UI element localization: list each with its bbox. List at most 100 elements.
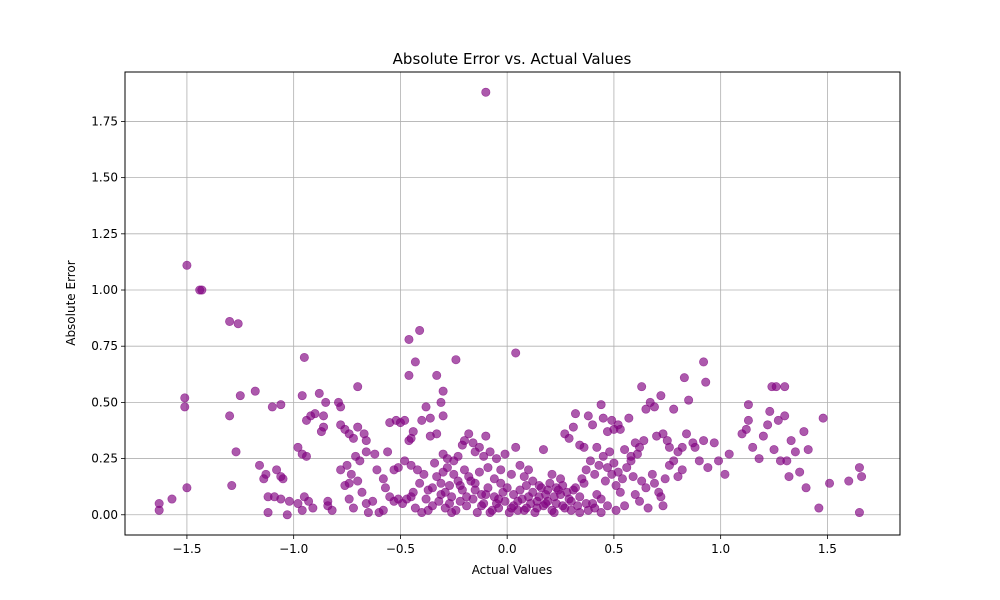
data-point (677, 442, 687, 452)
data-point (641, 483, 651, 493)
data-point (299, 352, 309, 362)
data-point (489, 474, 499, 484)
data-point (566, 505, 576, 515)
data-point (319, 411, 329, 421)
data-point (515, 485, 525, 495)
data-point (596, 508, 606, 518)
data-point (308, 503, 318, 513)
data-point (353, 476, 363, 486)
data-point (575, 508, 585, 518)
data-point (278, 474, 288, 484)
data-point (603, 501, 613, 511)
data-point (361, 447, 371, 457)
data-point (348, 503, 358, 513)
data-point (743, 400, 753, 410)
data-point (432, 429, 442, 439)
data-point (370, 449, 380, 459)
data-point (549, 492, 559, 502)
x-tick-label: 1.0 (711, 542, 730, 556)
data-point (496, 465, 506, 475)
data-point (459, 465, 469, 475)
data-point (701, 377, 711, 387)
data-point (570, 409, 580, 419)
plot-frame (124, 71, 901, 536)
data-point (438, 386, 448, 396)
data-point (620, 501, 630, 511)
data-point (293, 442, 303, 452)
data-point (383, 447, 393, 457)
data-point (769, 445, 779, 455)
data-point (355, 456, 365, 466)
data-point (353, 422, 363, 432)
data-point (342, 460, 352, 470)
data-point (709, 438, 719, 448)
x-axis-ticks: −1.5 −1.0 −0.5 0.0 0.5 1.0 1.5 (172, 535, 837, 556)
data-point (372, 465, 382, 475)
data-point (449, 469, 459, 479)
data-point (434, 496, 444, 506)
y-tick-label: 0.00 (91, 508, 118, 522)
data-point (524, 465, 534, 475)
data-point (400, 415, 410, 425)
data-point (404, 334, 414, 344)
data-point (519, 505, 529, 515)
data-point (635, 496, 645, 506)
data-point (415, 478, 425, 488)
data-point (743, 415, 753, 425)
data-point (421, 402, 431, 412)
data-point (581, 465, 591, 475)
data-point (854, 508, 864, 518)
data-point (231, 447, 241, 457)
data-point (699, 357, 709, 367)
data-point (462, 492, 472, 502)
data-point (741, 424, 751, 434)
data-point (276, 494, 286, 504)
data-point (515, 460, 525, 470)
x-tick-label: 1.5 (818, 542, 837, 556)
data-point (462, 501, 472, 511)
data-point (336, 420, 346, 430)
data-point (558, 481, 568, 491)
data-point (423, 505, 433, 515)
data-point (699, 436, 709, 446)
data-point (758, 431, 768, 441)
data-point (547, 469, 557, 479)
data-point (598, 451, 608, 461)
data-point (197, 285, 207, 295)
data-point (844, 476, 854, 486)
data-point (225, 411, 235, 421)
data-point (336, 402, 346, 412)
data-point (615, 487, 625, 497)
data-point (799, 427, 809, 437)
data-point (353, 382, 363, 392)
data-point (583, 411, 593, 421)
data-point (255, 460, 265, 470)
data-point (453, 451, 463, 461)
data-point (447, 508, 457, 518)
data-point (784, 472, 794, 482)
data-point (609, 458, 619, 468)
x-tick-label: 0.5 (604, 542, 623, 556)
data-point (803, 445, 813, 455)
data-point (590, 469, 600, 479)
data-point (368, 496, 378, 506)
data-point (541, 490, 551, 500)
data-point (511, 442, 521, 452)
data-point (297, 391, 307, 401)
data-point (348, 433, 358, 443)
data-point (417, 415, 427, 425)
data-point (786, 436, 796, 446)
data-point (455, 481, 465, 491)
data-point (432, 472, 442, 482)
data-point (227, 481, 237, 491)
data-point (276, 400, 286, 410)
data-point (182, 260, 192, 270)
data-point (430, 458, 440, 468)
data-point (857, 472, 867, 482)
data-point (400, 456, 410, 466)
data-point (327, 505, 337, 515)
data-point (250, 386, 260, 396)
data-point (344, 478, 354, 488)
data-point (432, 370, 442, 380)
data-point (425, 413, 435, 423)
